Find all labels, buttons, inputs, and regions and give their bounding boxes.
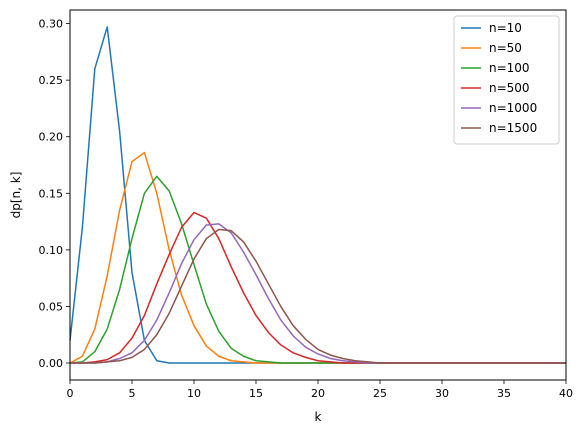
x-tick-label: 15 — [249, 387, 263, 400]
x-tick-label: 5 — [129, 387, 136, 400]
x-tick-label: 10 — [187, 387, 201, 400]
y-axis: 0.00 0.05 0.10 0.15 0.20 0.25 0.30 — [39, 18, 70, 370]
series-line-1 — [69, 151, 566, 364]
x-tick-label: 30 — [435, 387, 449, 400]
x-tick-label: 40 — [559, 387, 573, 400]
x-tick-label: 25 — [373, 387, 387, 400]
y-tick-label: 0.30 — [39, 18, 64, 31]
x-tick-label: 0 — [67, 387, 74, 400]
legend-label: n=1000 — [489, 101, 537, 115]
x-axis-label: k — [315, 410, 322, 424]
y-tick-label: 0.05 — [39, 300, 64, 313]
legend-label: n=1500 — [489, 121, 537, 135]
series-line-5 — [70, 228, 566, 364]
series-line-4 — [70, 223, 566, 364]
x-tick-label: 20 — [311, 387, 325, 400]
legend: n=10 n=50 n=100 n=500 n=1000 n=1500 — [453, 15, 560, 145]
y-tick-label: 0.00 — [39, 357, 64, 370]
y-axis-label: dp[n, k] — [9, 172, 23, 219]
legend-label: n=50 — [489, 41, 522, 55]
legend-label: n=500 — [489, 81, 530, 95]
legend-label: n=10 — [489, 21, 522, 35]
legend-label: n=100 — [489, 61, 530, 75]
x-axis: 0 5 10 15 20 25 30 35 40 — [67, 380, 573, 400]
series-layer — [69, 26, 566, 364]
y-tick-label: 0.15 — [39, 187, 64, 200]
y-tick-label: 0.25 — [39, 74, 64, 87]
x-tick-label: 35 — [497, 387, 511, 400]
series-line-2 — [69, 175, 566, 364]
y-tick-label: 0.10 — [39, 244, 64, 257]
y-tick-label: 0.20 — [39, 131, 64, 144]
